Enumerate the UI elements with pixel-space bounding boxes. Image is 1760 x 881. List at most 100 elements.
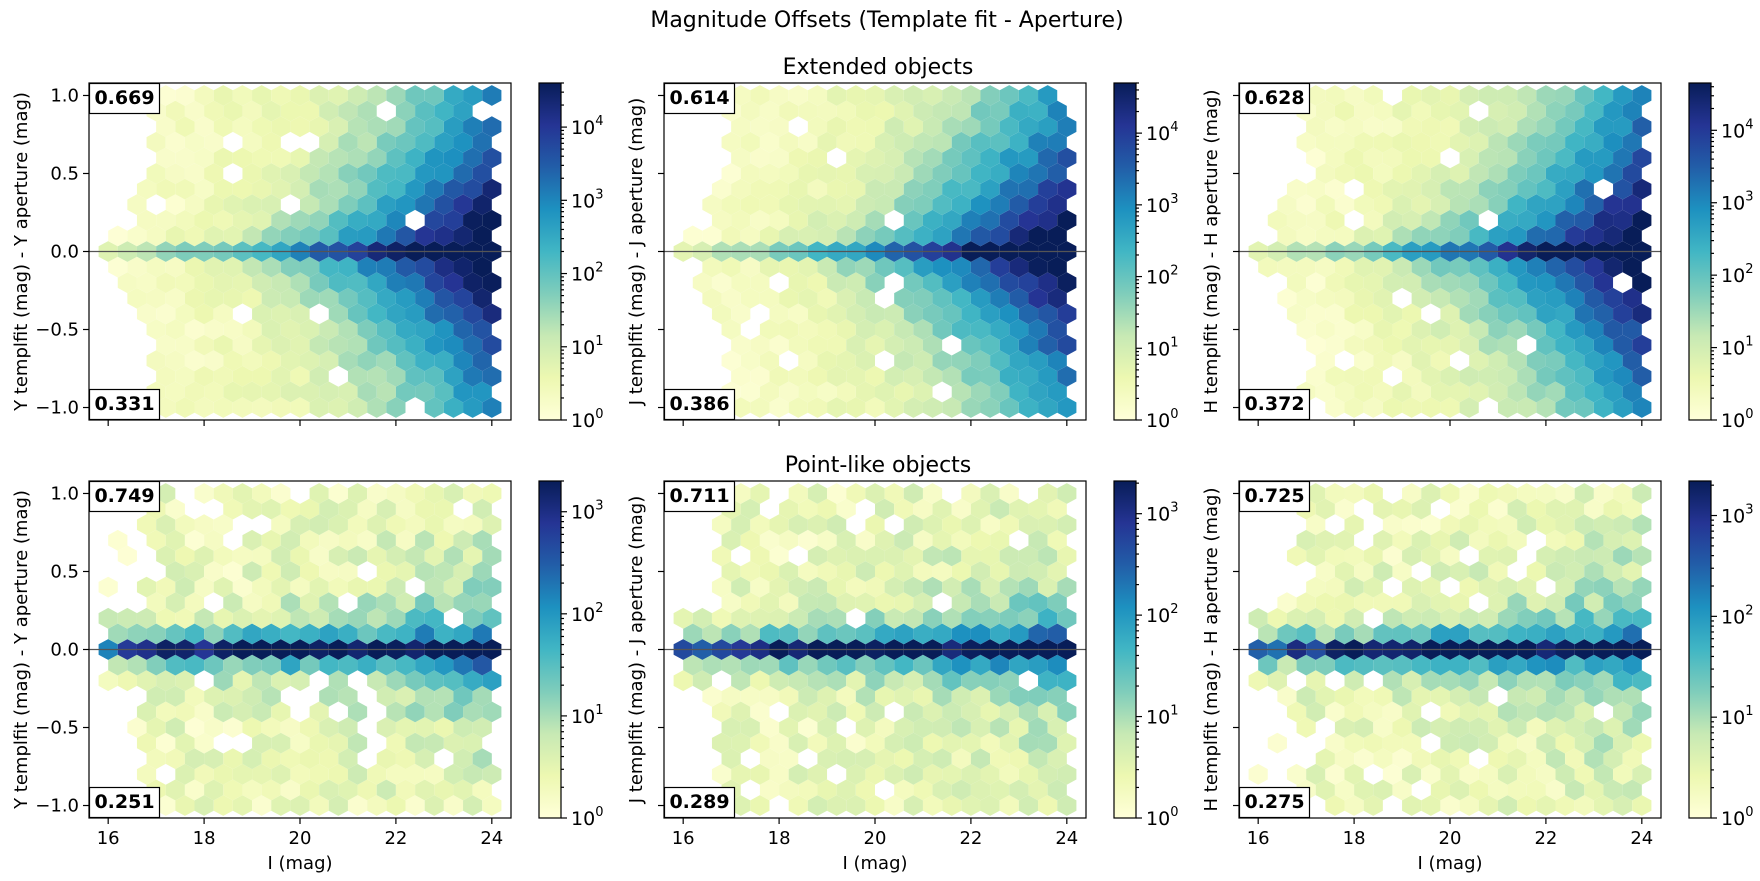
hexbin-cell <box>1545 256 1566 278</box>
hexbin-cell <box>463 514 483 536</box>
hexbin-cell <box>1526 194 1546 216</box>
hexbin-cell <box>319 654 339 676</box>
hexbin-cell <box>1430 529 1450 551</box>
hexbin-cell <box>932 779 952 801</box>
hexbin-cell <box>376 779 396 801</box>
hexbin-cell <box>807 147 828 169</box>
hexbin-cell <box>1018 701 1039 723</box>
hexbin-cell <box>415 100 435 122</box>
hexbin-cell <box>395 779 416 801</box>
hexbin-cell <box>213 303 233 325</box>
hexbin-cell <box>1315 592 1335 614</box>
hexbin-cell <box>1057 178 1077 200</box>
hexbin-cell <box>817 194 837 216</box>
hexbin-cell <box>1047 100 1067 122</box>
hexbin-cell <box>156 670 176 692</box>
hexbin-cell <box>980 483 1000 504</box>
hexbin-cell <box>386 670 406 692</box>
fraction-below-frame <box>88 388 161 421</box>
hexbin-cell <box>338 654 358 676</box>
hexbin-cell <box>443 576 464 598</box>
hexbin-cell <box>798 623 818 645</box>
hexbin-cell <box>1267 732 1287 754</box>
hexbin-cell <box>415 592 435 614</box>
hexbin-cell <box>1497 701 1518 723</box>
x-tick-label: 22 <box>384 828 407 849</box>
hexbin-cell <box>367 763 387 785</box>
hexbin-cell <box>405 178 425 200</box>
hexbin-cell <box>1430 381 1450 403</box>
hexbin-cell <box>894 748 914 770</box>
hexbin-cell <box>453 225 473 247</box>
hexbin-cell <box>232 763 253 785</box>
hexbin-cell <box>1363 147 1383 169</box>
hexbin-cell <box>1584 256 1604 278</box>
hexbin-cell <box>1478 514 1498 536</box>
hexbin-cell <box>1440 365 1460 387</box>
hexbin-cell <box>1603 623 1623 645</box>
hexbin-cell <box>1306 763 1326 785</box>
hexbin-cell <box>1315 498 1335 520</box>
hexbin-cell <box>1038 272 1058 294</box>
hexbin-cell <box>990 498 1010 520</box>
hexbin-cell <box>1325 272 1345 294</box>
hexbin-cell <box>827 209 847 231</box>
x-tick-label: 18 <box>1343 828 1366 849</box>
hexbin-cell <box>165 163 185 184</box>
hexbin-cell <box>242 225 262 247</box>
hexbin-cell <box>1536 303 1556 325</box>
hexbin-cell <box>1334 194 1355 216</box>
hexbin-cell <box>1440 178 1460 200</box>
hexbin-cell <box>1421 272 1441 294</box>
hexbin-cell <box>846 701 866 723</box>
hexbin-cell <box>1488 779 1508 801</box>
hexbin-cell <box>961 795 981 816</box>
hexbin-cell <box>1469 163 1489 184</box>
colorbar-gradient <box>1113 480 1137 819</box>
hexbin-cell <box>1613 545 1633 567</box>
colorbar-tick-label: 101 <box>571 334 603 359</box>
hexbin-cell <box>223 717 243 738</box>
hexbin-cell <box>894 100 914 122</box>
hexbin-cell <box>1373 319 1393 340</box>
hexbin-cell <box>1622 194 1642 216</box>
hexbin-cell <box>482 514 502 536</box>
hexbin-cell <box>1497 795 1518 816</box>
hexbin-cell <box>1334 319 1355 340</box>
hexbin-cell <box>232 178 253 200</box>
hexbin-cell <box>711 576 732 598</box>
hexbin-cell <box>875 685 895 707</box>
hexbin-cell <box>798 381 818 403</box>
hexbin-cell <box>779 498 799 520</box>
hexbin-cell <box>1497 670 1518 692</box>
hexbin-cell <box>1430 561 1450 582</box>
hexbin-cell <box>1325 763 1345 785</box>
hexbin-cell <box>395 561 416 582</box>
hexbin-cell <box>788 607 808 629</box>
hexbin-cell <box>1028 225 1048 247</box>
hexbin-cell <box>913 287 933 309</box>
hexbin-cell <box>1565 529 1585 551</box>
hexbin-cell <box>1632 763 1652 785</box>
hexbin-cell <box>855 194 875 216</box>
hexbin-cell <box>309 209 329 231</box>
hexbin-cell <box>903 147 923 169</box>
hexbin-cell <box>1507 256 1527 278</box>
hexbin-cell <box>1613 85 1633 106</box>
hexbin-cell <box>1584 131 1604 153</box>
hexbin-cell <box>1028 100 1048 122</box>
hexbin-cell <box>146 717 166 738</box>
hexbin-cell <box>175 209 195 231</box>
hexbin-cells <box>98 483 502 816</box>
hexbin-cell <box>827 397 847 418</box>
hexbin-cell <box>922 116 943 138</box>
hexbin-cell <box>223 623 243 645</box>
x-tick-label: 16 <box>672 828 695 849</box>
hexbin-cell <box>721 592 741 614</box>
y-axis-label: H templfit (mag) - H aperture (mag) <box>1201 488 1222 812</box>
hexbin-cell <box>232 483 253 504</box>
hexbin-cell <box>1028 592 1048 614</box>
hexbin-cell <box>1373 529 1393 551</box>
hexbin-cell <box>328 607 348 629</box>
colorbar-tick-label: 104 <box>1146 120 1178 145</box>
